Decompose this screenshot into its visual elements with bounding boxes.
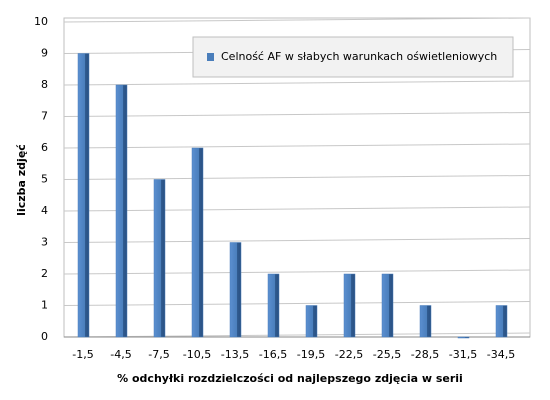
bar — [191, 147, 204, 338]
bar — [153, 179, 166, 338]
y-tick-label: 5 — [41, 173, 48, 186]
bar — [343, 273, 356, 338]
grid-line — [63, 332, 531, 338]
x-tick-label: -10,5 — [183, 348, 211, 361]
legend-swatch — [207, 53, 214, 61]
grid-line — [63, 143, 531, 149]
bar — [267, 273, 280, 338]
y-tick-label: 6 — [41, 141, 48, 154]
grid-line — [63, 206, 531, 212]
grid-line — [63, 238, 531, 243]
y-tick-label: 1 — [41, 299, 48, 312]
legend-label: Celność AF w słabych warunkach oświetlen… — [221, 50, 497, 63]
x-tick-label: -16,5 — [259, 348, 287, 361]
y-tick-label: 4 — [41, 204, 48, 217]
y-tick-label: 10 — [34, 15, 48, 28]
y-tick-label: 3 — [41, 236, 48, 249]
bar — [305, 305, 318, 338]
bar — [77, 53, 90, 338]
x-tick-label: -28,5 — [411, 348, 439, 361]
y-tick-label: 9 — [41, 47, 48, 60]
bar — [115, 84, 128, 338]
legend-box — [192, 36, 514, 78]
y-tick-label: 0 — [41, 330, 48, 343]
x-axis-title: % odchyłki rozdzielczości od najlepszego… — [117, 372, 463, 385]
grid-line — [63, 80, 531, 86]
y-tick-label: 8 — [41, 78, 48, 91]
grid-line — [63, 301, 531, 306]
grid-line — [63, 175, 531, 180]
bar — [381, 273, 394, 338]
x-tick-label: -4,5 — [110, 348, 131, 361]
x-tick-label: -31,5 — [449, 348, 477, 361]
x-tick-label: -22,5 — [335, 348, 363, 361]
grid-line — [63, 17, 531, 23]
x-tick-label: -34,5 — [487, 348, 515, 361]
y-axis-title: liczba zdjęć — [15, 144, 28, 216]
x-tick-label: -7,5 — [148, 348, 169, 361]
grid-line — [63, 112, 531, 117]
x-tick-label: -19,5 — [297, 348, 325, 361]
x-tick-label: -25,5 — [373, 348, 401, 361]
bar — [419, 305, 432, 338]
x-tick-label: -13,5 — [221, 348, 249, 361]
y-tick-label: 7 — [41, 110, 48, 123]
bar — [457, 336, 470, 339]
y-tick-label: 2 — [41, 267, 48, 280]
bar — [229, 242, 242, 338]
x-tick-label: -1,5 — [72, 348, 93, 361]
bar — [495, 305, 508, 338]
grid-line — [63, 269, 531, 275]
